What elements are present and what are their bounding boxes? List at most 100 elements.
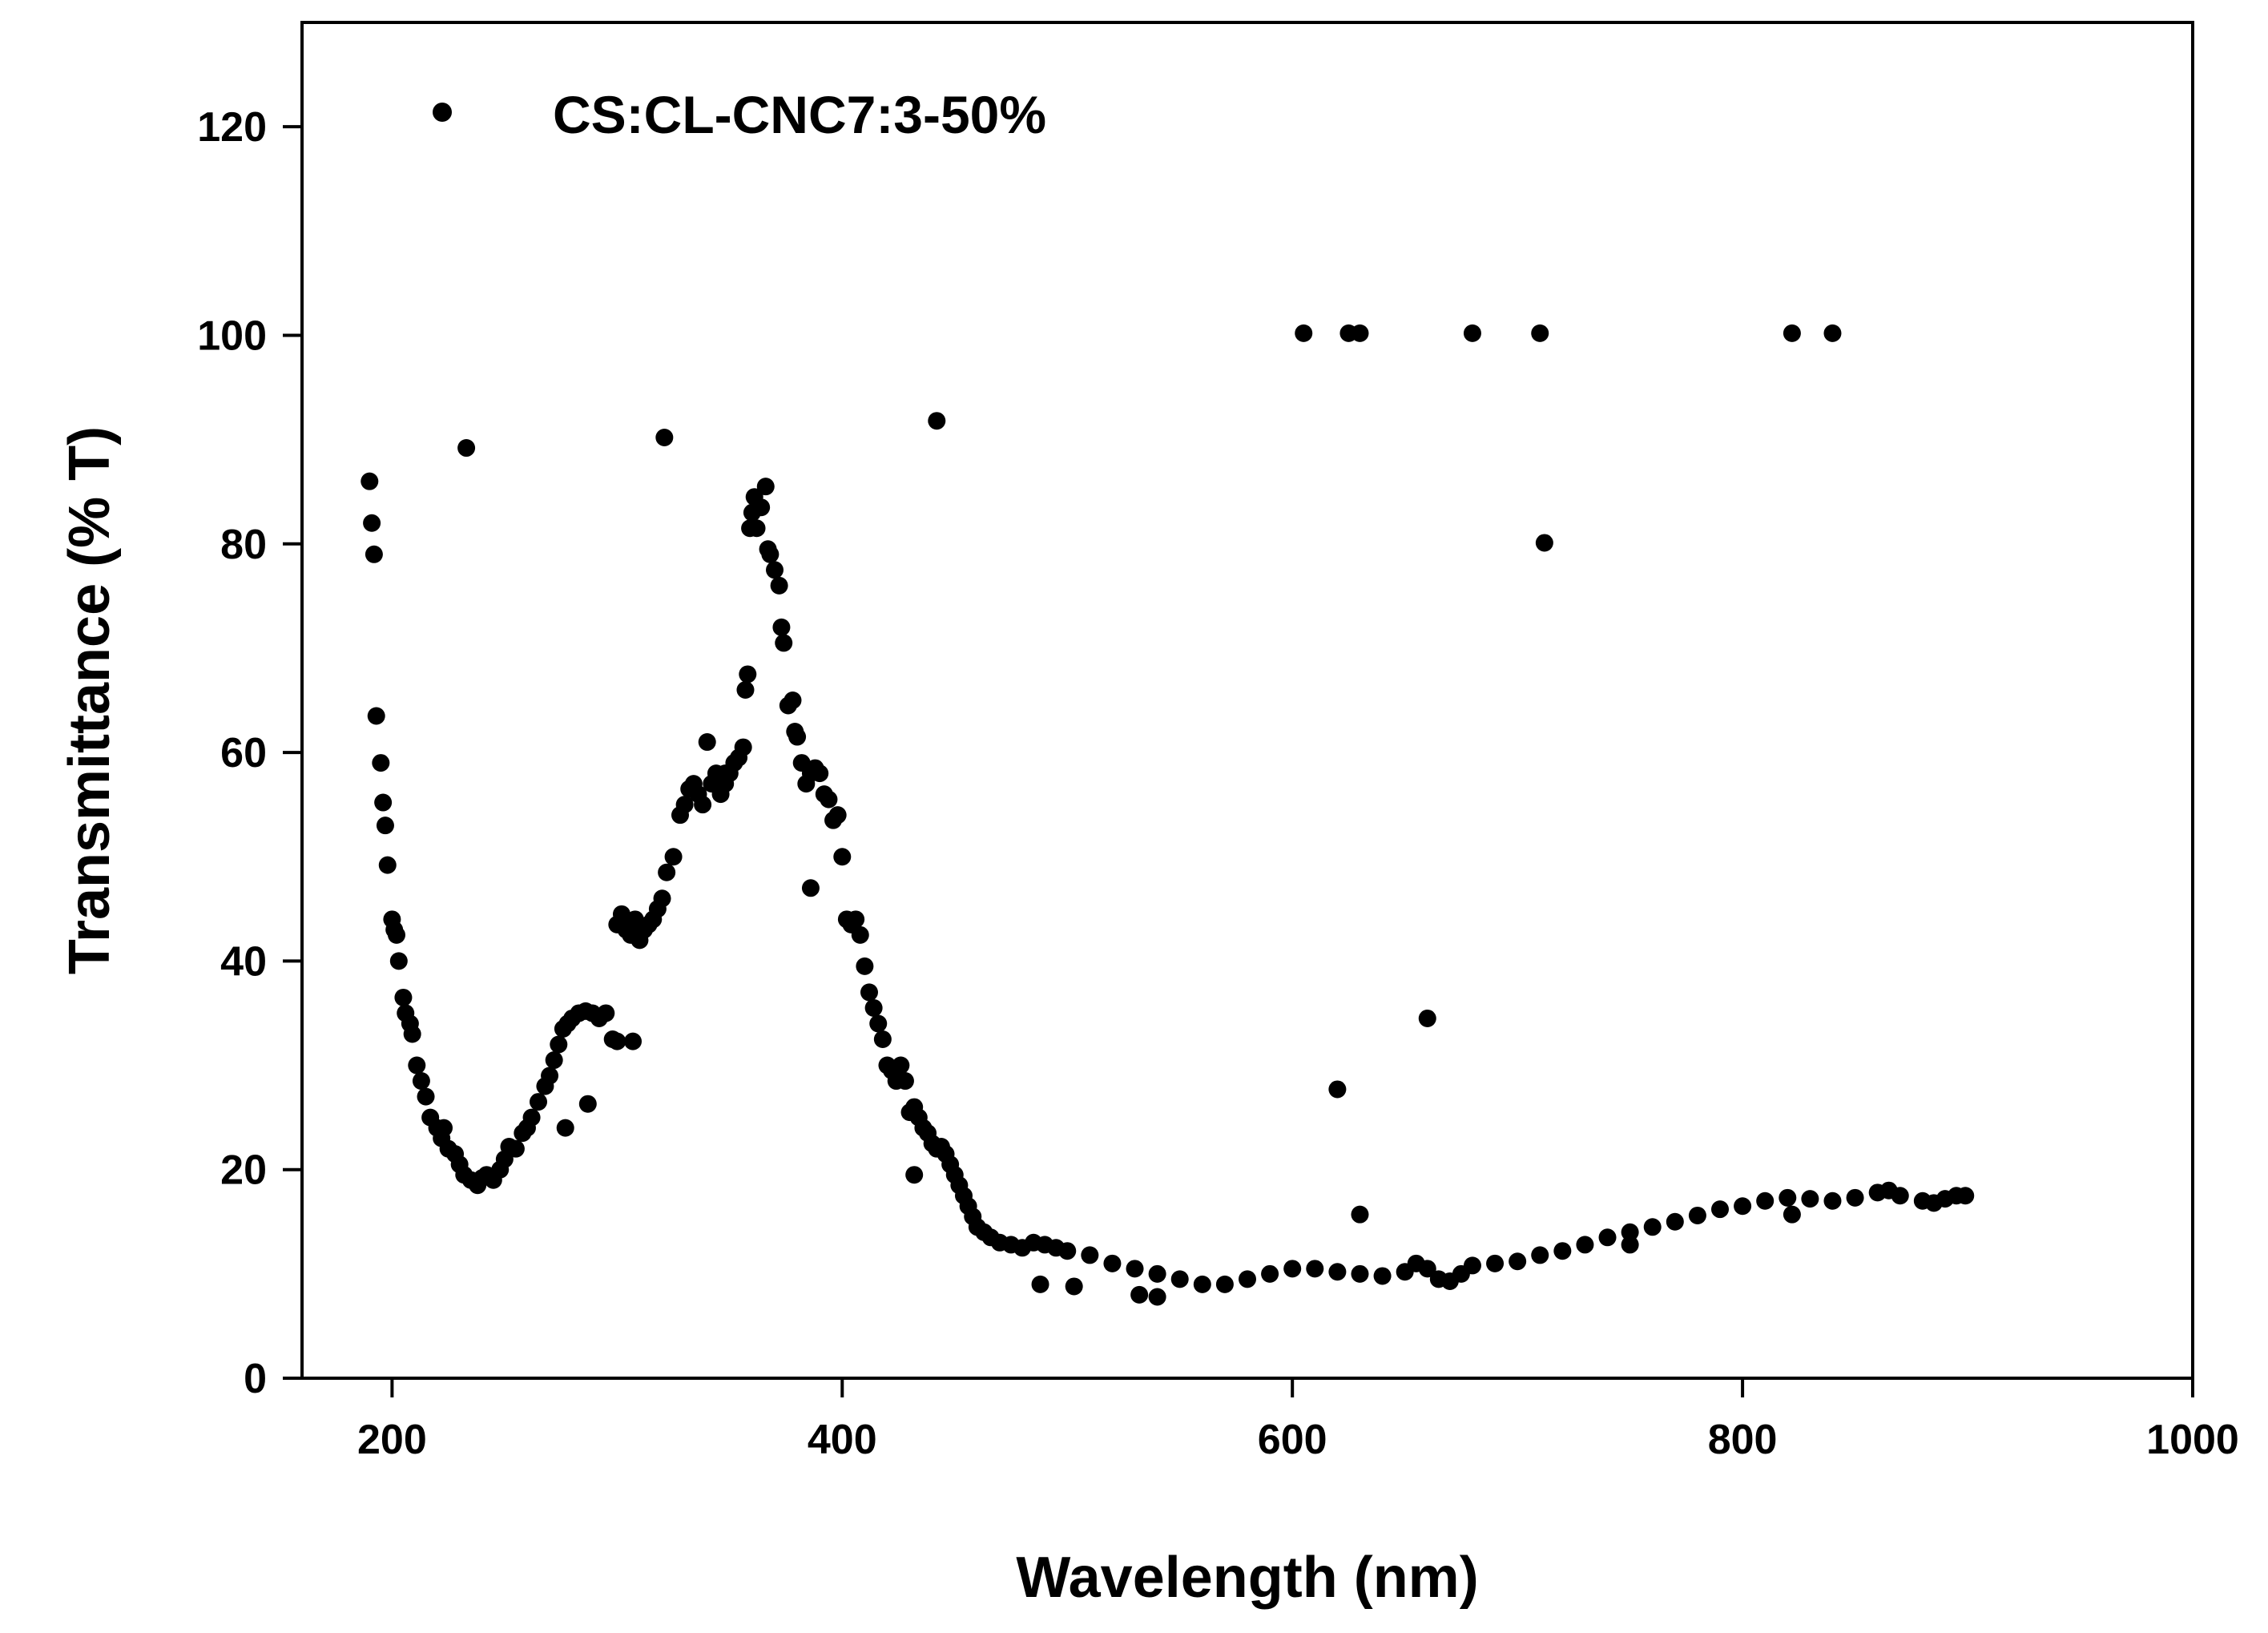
data-point <box>772 618 791 636</box>
data-point <box>597 1004 615 1022</box>
data-point <box>545 1051 563 1070</box>
axis-ticks: 200 400 600 800 1000 0 20 40 60 80 100 120 <box>197 104 2239 1463</box>
data-point <box>1126 1260 1144 1278</box>
data-point <box>1081 1246 1099 1264</box>
data-point <box>1688 1206 1706 1224</box>
data-point <box>1621 1223 1639 1241</box>
data-point <box>1734 1197 1752 1216</box>
data-point <box>1103 1254 1122 1272</box>
legend-marker <box>433 103 452 122</box>
data-point <box>408 1056 426 1075</box>
y-axis-title: Transmittance (% T) <box>58 426 122 974</box>
x-tick-label-1000: 1000 <box>2146 1417 2239 1463</box>
data-point <box>376 816 394 835</box>
data-point <box>788 728 807 746</box>
data-point <box>624 1032 642 1050</box>
data-point <box>1295 324 1313 342</box>
legend-label: CS:CL-CNC7:3-50% <box>553 85 1046 144</box>
data-point <box>457 439 476 458</box>
data-point <box>716 764 735 783</box>
data-point <box>1535 534 1553 552</box>
data-point <box>1779 1188 1797 1207</box>
data-point <box>1351 324 1369 342</box>
data-point <box>1351 1264 1369 1283</box>
data-point <box>361 472 379 490</box>
data-point <box>367 707 385 725</box>
data-point <box>736 680 755 699</box>
data-point <box>363 514 381 532</box>
data-point <box>766 561 784 579</box>
data-point <box>1170 1270 1189 1288</box>
data-point <box>828 806 847 825</box>
x-axis-title: Wavelength (nm) <box>1016 1546 1478 1610</box>
data-point <box>556 1119 574 1137</box>
data-point <box>873 1030 892 1048</box>
data-point <box>770 576 788 595</box>
data-point <box>905 1166 924 1184</box>
data-point <box>1801 1190 1819 1208</box>
data-point <box>739 665 757 683</box>
data-point <box>694 796 712 814</box>
y-tick-label-40: 40 <box>220 938 267 985</box>
data-point <box>550 1035 568 1054</box>
data-point <box>756 478 775 496</box>
data-point <box>578 1095 597 1113</box>
data-point <box>761 545 779 563</box>
data-point <box>435 1119 453 1137</box>
data-point <box>1598 1228 1617 1247</box>
data-point <box>1711 1200 1729 1219</box>
data-point <box>1328 1263 1347 1281</box>
data-point <box>928 412 946 430</box>
data-point <box>1239 1270 1256 1288</box>
data-point <box>892 1056 910 1075</box>
y-tick-label-80: 80 <box>220 522 267 568</box>
data-point <box>1823 1191 1842 1210</box>
x-tick-label-600: 600 <box>1258 1417 1327 1463</box>
data-point <box>530 1093 547 1111</box>
data-point <box>1846 1188 1864 1207</box>
plot-frame <box>300 21 2194 1380</box>
data-point <box>1418 1260 1436 1278</box>
data-point <box>1666 1212 1684 1231</box>
data-point <box>403 1025 421 1043</box>
data-point <box>522 1108 541 1127</box>
data-point <box>417 1087 435 1106</box>
data-point <box>1373 1267 1392 1285</box>
data-point <box>864 998 883 1017</box>
data-point <box>1463 324 1481 342</box>
data-point <box>734 738 752 756</box>
x-tick-label-800: 800 <box>1708 1417 1778 1463</box>
y-tick-label-120: 120 <box>197 104 267 151</box>
data-point <box>541 1066 559 1085</box>
data-point <box>1783 1205 1801 1224</box>
data-point <box>675 796 694 814</box>
data-point <box>1058 1242 1077 1260</box>
y-tick-label-0: 0 <box>244 1356 267 1402</box>
data-point <box>1486 1254 1505 1272</box>
data-point <box>388 925 405 944</box>
data-point <box>752 498 771 517</box>
data-point <box>1531 324 1549 342</box>
data-point <box>506 1139 525 1158</box>
data-point <box>612 905 630 923</box>
data-point <box>1283 1260 1302 1278</box>
data-point <box>378 856 397 874</box>
data-point <box>860 983 878 1002</box>
data-point <box>1509 1252 1527 1271</box>
data-point <box>1148 1264 1166 1283</box>
data-point <box>1148 1288 1166 1306</box>
data-point <box>608 1032 626 1050</box>
data-point <box>820 790 838 808</box>
data-point <box>784 692 802 709</box>
data-point <box>1418 1009 1436 1027</box>
data-point <box>1756 1191 1775 1210</box>
data-point <box>698 733 716 752</box>
data-point <box>833 848 852 866</box>
data-point <box>653 889 671 908</box>
data-point <box>1531 1246 1549 1264</box>
x-tick-label-400: 400 <box>808 1417 877 1463</box>
data-point <box>811 764 829 783</box>
data-point <box>747 519 766 538</box>
y-tick-label-60: 60 <box>220 730 267 776</box>
data-point <box>896 1072 914 1091</box>
